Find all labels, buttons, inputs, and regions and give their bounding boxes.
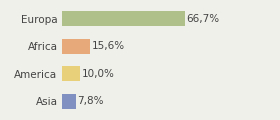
Bar: [62, 94, 76, 109]
Text: 10,0%: 10,0%: [81, 69, 115, 79]
Text: 15,6%: 15,6%: [92, 41, 125, 51]
Text: 66,7%: 66,7%: [186, 14, 220, 24]
Bar: [62, 11, 185, 26]
Bar: [62, 39, 90, 54]
Text: 7,8%: 7,8%: [78, 96, 104, 106]
Bar: [62, 66, 80, 81]
